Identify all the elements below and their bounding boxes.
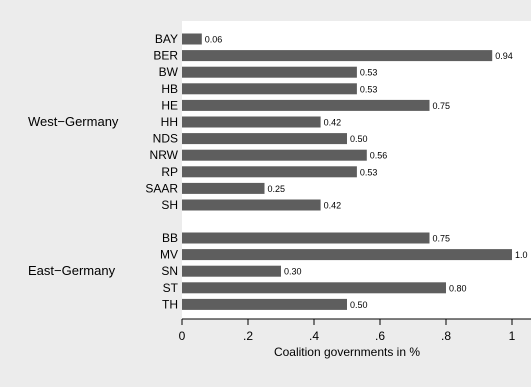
bar-ber <box>182 50 493 62</box>
value-label-bw: 0.53 <box>360 68 378 78</box>
x-tick-label: .4 <box>309 329 319 343</box>
x-axis-title: Coalition governments in % <box>274 345 420 359</box>
x-tick-label: .6 <box>375 329 385 343</box>
x-tick-label: 0 <box>179 329 186 343</box>
value-label-hb: 0.53 <box>360 84 378 94</box>
value-labels-layer: 0.060.940.530.530.750.420.500.560.530.25… <box>205 35 528 310</box>
x-tick-label: 1 <box>509 329 516 343</box>
category-label-rp: RP <box>161 165 178 179</box>
bar-hb <box>182 83 357 95</box>
category-label-th: TH <box>162 297 178 311</box>
bar-bb <box>182 232 430 244</box>
x-tick-label: .2 <box>243 329 253 343</box>
x-tick-label: .8 <box>441 329 451 343</box>
category-label-ber: BER <box>153 49 178 63</box>
bar-nds <box>182 133 347 145</box>
bar-sh <box>182 199 321 211</box>
group-label-west: West−Germany <box>28 114 119 129</box>
bar-bw <box>182 66 357 78</box>
value-label-bb: 0.75 <box>433 234 451 244</box>
bar-nrw <box>182 149 367 161</box>
bar-sn <box>182 265 281 277</box>
value-label-nds: 0.50 <box>350 134 368 144</box>
group-labels-layer: West−Germany East−Germany <box>28 114 119 278</box>
value-label-he: 0.75 <box>433 101 451 111</box>
category-label-mv: MV <box>160 248 178 262</box>
category-label-sn: SN <box>161 264 178 278</box>
group-label-east: East−Germany <box>28 263 116 278</box>
category-label-saar: SAAR <box>145 181 178 195</box>
value-label-st: 0.80 <box>449 283 467 293</box>
value-label-sn: 0.30 <box>284 267 302 277</box>
bar-rp <box>182 166 357 178</box>
category-label-hh: HH <box>161 115 178 129</box>
category-label-bay: BAY <box>155 32 178 46</box>
value-label-bay: 0.06 <box>205 35 223 45</box>
bar-bay <box>182 33 202 45</box>
value-label-saar: 0.25 <box>268 184 286 194</box>
category-label-nrw: NRW <box>150 148 179 162</box>
category-label-he: HE <box>161 98 178 112</box>
value-label-rp: 0.53 <box>360 167 378 177</box>
x-ticks-layer: 0 .2 .4 .6 .8 1 <box>179 319 516 343</box>
category-labels-layer: BAY BER BW HB HE HH NDS NRW RP SAAR SH BB MV SN ST TH <box>145 32 178 311</box>
value-label-th: 0.50 <box>350 300 368 310</box>
category-label-bw: BW <box>159 65 179 79</box>
category-label-nds: NDS <box>153 132 178 146</box>
value-label-nrw: 0.56 <box>370 151 388 161</box>
bar-saar <box>182 182 265 194</box>
category-label-sh: SH <box>161 198 178 212</box>
value-label-sh: 0.42 <box>324 201 342 211</box>
category-label-bb: BB <box>162 231 178 245</box>
value-label-mv: 1.0 <box>515 250 528 260</box>
value-label-ber: 0.94 <box>495 51 513 61</box>
bar-th <box>182 298 347 310</box>
bar-mv <box>182 249 512 261</box>
bar-hh <box>182 116 321 128</box>
bar-he <box>182 99 430 111</box>
category-label-st: ST <box>163 281 179 295</box>
category-label-hb: HB <box>161 82 178 96</box>
bar-st <box>182 282 446 294</box>
value-label-hh: 0.42 <box>324 118 342 128</box>
bars-layer <box>182 33 512 310</box>
